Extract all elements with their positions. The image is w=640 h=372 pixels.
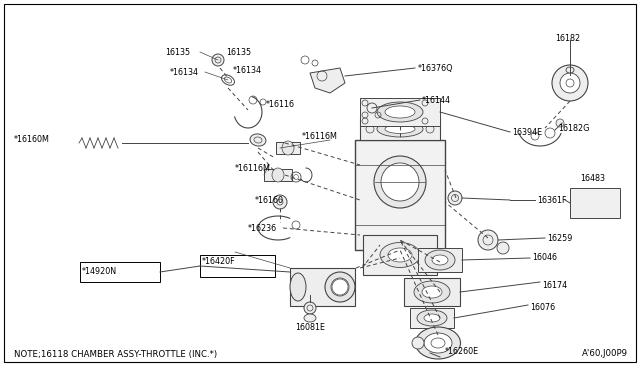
Bar xyxy=(410,308,454,328)
Text: *16376Q: *16376Q xyxy=(418,64,454,73)
Bar xyxy=(360,118,440,140)
Text: *16160M: *16160M xyxy=(14,135,50,144)
Text: 16046: 16046 xyxy=(532,253,557,263)
Ellipse shape xyxy=(325,272,355,302)
Bar xyxy=(276,142,300,154)
Bar xyxy=(200,255,275,277)
Text: NOTE;16118 CHAMBER ASSY-THROTTLE (INC.*): NOTE;16118 CHAMBER ASSY-THROTTLE (INC.*) xyxy=(14,350,217,359)
Text: *16160: *16160 xyxy=(255,196,284,205)
Circle shape xyxy=(304,302,316,314)
Text: 16182G: 16182G xyxy=(558,124,589,132)
Circle shape xyxy=(556,119,564,127)
Text: *16260E: *16260E xyxy=(445,347,479,356)
Ellipse shape xyxy=(374,156,426,208)
Text: *16116M: *16116M xyxy=(302,131,338,141)
Bar xyxy=(363,235,437,275)
Ellipse shape xyxy=(385,106,415,118)
Ellipse shape xyxy=(272,168,284,182)
Ellipse shape xyxy=(424,314,440,322)
Ellipse shape xyxy=(425,250,455,270)
Text: *16134: *16134 xyxy=(170,67,199,77)
Text: *16236: *16236 xyxy=(248,224,277,232)
Ellipse shape xyxy=(414,281,450,303)
Circle shape xyxy=(560,73,580,93)
Ellipse shape xyxy=(304,314,316,322)
Ellipse shape xyxy=(388,248,412,262)
Circle shape xyxy=(497,242,509,254)
Ellipse shape xyxy=(417,310,447,326)
Ellipse shape xyxy=(424,333,452,353)
Ellipse shape xyxy=(422,286,442,298)
Text: *16116: *16116 xyxy=(266,99,295,109)
Ellipse shape xyxy=(432,255,448,265)
Ellipse shape xyxy=(331,278,349,296)
Text: 16182: 16182 xyxy=(555,33,580,42)
Circle shape xyxy=(552,65,588,101)
Text: 16483: 16483 xyxy=(580,173,605,183)
Bar xyxy=(418,248,462,272)
Ellipse shape xyxy=(377,102,423,122)
Bar xyxy=(290,268,355,306)
Text: *16134: *16134 xyxy=(233,65,262,74)
Bar xyxy=(355,140,445,250)
Circle shape xyxy=(448,191,462,205)
Ellipse shape xyxy=(290,273,306,301)
Text: 16081E: 16081E xyxy=(295,324,325,333)
Text: 16076: 16076 xyxy=(530,304,555,312)
Text: *16144: *16144 xyxy=(422,96,451,105)
Text: 16135: 16135 xyxy=(165,48,190,57)
Text: A'60,J00P9: A'60,J00P9 xyxy=(582,350,628,359)
Circle shape xyxy=(412,337,424,349)
Text: 16135: 16135 xyxy=(226,48,251,57)
Ellipse shape xyxy=(415,327,461,359)
Text: *16420F: *16420F xyxy=(202,257,236,266)
Bar xyxy=(360,98,440,126)
Bar xyxy=(570,188,620,218)
Text: 16259: 16259 xyxy=(547,234,572,243)
Ellipse shape xyxy=(381,163,419,201)
Circle shape xyxy=(478,230,498,250)
Text: *14920N: *14920N xyxy=(82,267,117,276)
Ellipse shape xyxy=(380,243,420,267)
Circle shape xyxy=(212,54,224,66)
Polygon shape xyxy=(310,68,345,93)
Text: 16361F: 16361F xyxy=(537,196,566,205)
Text: *16116M: *16116M xyxy=(235,164,271,173)
Ellipse shape xyxy=(385,125,415,134)
Text: 16394E: 16394E xyxy=(512,128,542,137)
Bar xyxy=(264,169,292,181)
Bar xyxy=(404,278,460,306)
Circle shape xyxy=(273,195,287,209)
Text: 16174: 16174 xyxy=(542,280,567,289)
Ellipse shape xyxy=(566,67,574,73)
Bar xyxy=(80,262,160,282)
Ellipse shape xyxy=(250,134,266,146)
Ellipse shape xyxy=(377,121,423,137)
Ellipse shape xyxy=(282,141,294,155)
